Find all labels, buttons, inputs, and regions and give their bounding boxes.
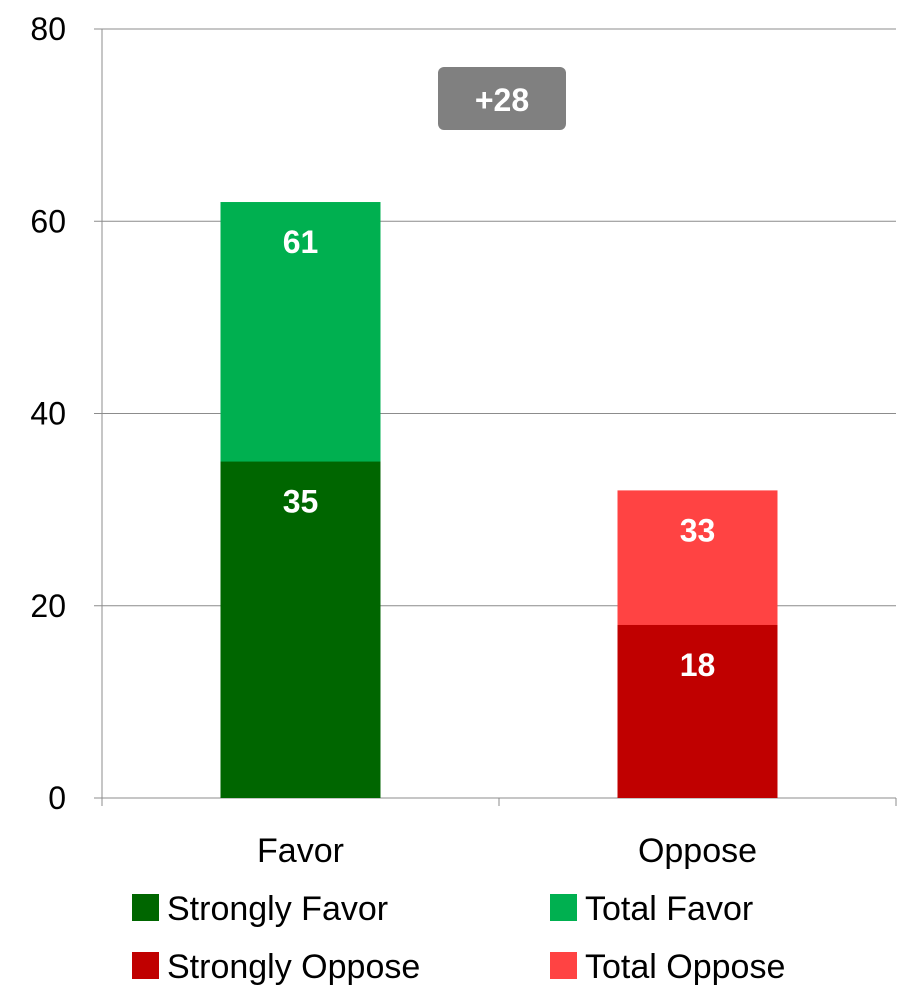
legend-swatch [550,894,577,921]
data-label: 35 [283,484,319,520]
bar-strongly-favor [220,461,381,798]
y-tick-label: 40 [30,396,66,432]
bars [220,202,778,798]
data-label: 33 [680,512,716,548]
y-tick-label: 20 [30,588,66,624]
y-tick-label: 80 [30,11,66,47]
legend-swatch [132,894,159,921]
difference-badge-box [438,67,566,130]
x-category-label: Oppose [638,832,757,870]
legend-swatch [550,952,577,979]
legend-label: Total Oppose [585,948,785,986]
legend-label: Strongly Oppose [167,948,420,986]
y-tick-label: 0 [48,780,66,816]
legend-swatch [132,952,159,979]
legend-label: Total Favor [585,890,753,928]
bar-strongly-oppose [617,624,778,798]
data-labels: 35 61 18 33 [283,224,716,683]
x-category-label: Favor [257,832,344,870]
y-tick-label: 60 [30,203,66,239]
legend: Strongly Favor Total Favor Strongly Oppose… [132,890,785,986]
data-label: 61 [283,224,319,260]
difference-badge-text: +28 [475,82,529,118]
legend-label: Strongly Favor [167,890,388,928]
data-label: 18 [680,647,716,683]
difference-badge: +28 [438,67,566,130]
